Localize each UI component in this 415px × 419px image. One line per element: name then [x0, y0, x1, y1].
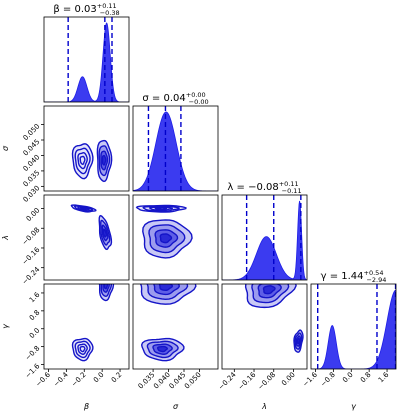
marginal-title-β: β = 0.03+0.11 −0.38: [53, 2, 119, 17]
panel-frame-1-1: [132, 105, 219, 192]
contour-3-0-0-3: [79, 345, 86, 353]
panel-3-1: [132, 283, 219, 370]
contour-1-0-0-2: [77, 152, 88, 170]
xtick-label-β-1: −0.4: [52, 370, 70, 388]
panel-content-1-0: [71, 139, 113, 183]
panel-frame-3-0: [43, 283, 130, 370]
xtick-label-γ-2: 0.0: [341, 371, 355, 385]
marginal-title-σ: σ = 0.04+0.00 −0.00: [142, 91, 208, 106]
panel-content-1-1: [133, 106, 218, 191]
marginal-hist-σ: [133, 111, 218, 191]
ytick-label-γ-3: 0.8: [28, 309, 42, 323]
xlabel-γ: γ: [351, 402, 357, 411]
contour-3-0-0-2: [77, 343, 88, 355]
xtick-label-β-2: −0.2: [70, 371, 88, 389]
marginal-hist-β: [44, 22, 129, 102]
contour-2-1-0-2: [148, 206, 174, 211]
xtick-label-λ-0: −0.24: [217, 370, 238, 391]
xtick-label-β-0: −0.6: [34, 370, 52, 388]
panel-1-0: [43, 105, 130, 192]
contour-3-1-1-3: [158, 284, 174, 292]
panel-frame-1-0: [43, 105, 130, 192]
contour-2-0-1-3: [102, 228, 108, 238]
marginal-hist-λ: [222, 200, 307, 280]
contour-1-0-1-3: [101, 154, 107, 166]
panel-frame-3-3: [310, 283, 397, 370]
contour-3-2-1-3: [262, 285, 276, 295]
panel-2-1: [132, 194, 219, 281]
contour-1-0-0-1: [74, 147, 91, 175]
ylabel-λ: λ: [1, 235, 10, 241]
panel-content-3-3: [311, 284, 396, 369]
xtick-label-β-4: 0.2: [110, 371, 124, 385]
contour-2-0-0-1: [73, 205, 94, 212]
panel-2-0: [43, 194, 130, 281]
panel-frame-2-1: [132, 194, 219, 281]
xtick-label-γ-0: −1.6: [301, 370, 319, 388]
panel-frame-2-0: [43, 194, 130, 281]
xtick-label-γ-3: 0.8: [359, 371, 373, 385]
xtick-label-β-3: 0.0: [92, 371, 106, 385]
ytick-label-γ-2: 0.0: [28, 326, 42, 340]
panel-content-2-0: [70, 204, 113, 251]
marginal-hist-γ: [311, 289, 396, 369]
marginal-title-γ: γ = 1.44+0.54 −2.94: [321, 269, 387, 284]
xlabel-β: β: [83, 402, 89, 411]
xtick-label-γ-4: 1.6: [377, 370, 391, 384]
panel-content-0-0: [44, 17, 129, 102]
panel-content-3-2: [244, 284, 304, 353]
contour-2-1-1-3: [159, 233, 173, 244]
marginal-title-λ: λ = −0.08+0.11 −0.11: [227, 180, 301, 195]
contour-2-1-0-1: [142, 205, 180, 212]
panel-content-3-0: [71, 284, 115, 362]
contour-2-0-0-2: [77, 206, 90, 211]
contour-2-0-0-3: [79, 207, 87, 211]
ytick-label-λ-2: −0.08: [21, 226, 42, 247]
panel-1-1: [132, 105, 219, 192]
xlabel-λ: λ: [261, 402, 267, 411]
xlabel-σ: σ: [173, 402, 179, 411]
xtick-label-λ-2: −0.08: [256, 371, 277, 392]
panel-content-2-2: [222, 195, 307, 280]
ytick-label-σ-4: 0.050: [22, 122, 42, 142]
panel-3-0: [43, 283, 130, 370]
xtick-label-γ-1: −0.8: [319, 371, 337, 389]
panel-0-0: [43, 16, 130, 103]
panel-content-2-1: [135, 204, 193, 259]
panel-3-3: [310, 283, 397, 370]
ylabel-γ: γ: [1, 323, 10, 329]
panel-frame-3-1: [132, 283, 219, 370]
contour-2-1-0-3: [154, 207, 168, 211]
ylabel-σ: σ: [1, 145, 10, 151]
ytick-label-λ-0: −0.24: [21, 265, 42, 286]
ytick-label-λ-1: −0.16: [21, 245, 42, 266]
contour-3-0-1-3: [103, 284, 109, 290]
ytick-label-λ-3: 0.00: [25, 206, 42, 223]
contour-1-0-0-3: [79, 155, 86, 166]
panel-frame-0-0: [43, 16, 130, 103]
xtick-label-λ-3: 0.00: [280, 371, 297, 388]
panel-2-2: [221, 194, 308, 281]
contour-3-0-0-1: [74, 340, 91, 359]
contour-3-2-0-3: [296, 337, 301, 345]
xtick-label-σ-3: 0.050: [183, 371, 203, 391]
contour-3-1-0-3: [156, 345, 168, 353]
panel-frame-3-2: [221, 283, 308, 370]
xtick-label-λ-1: −0.16: [237, 370, 258, 391]
panel-3-2: [221, 283, 308, 370]
panel-frame-2-2: [221, 194, 308, 281]
ytick-label-γ-4: 1.6: [28, 290, 42, 304]
panel-content-3-1: [139, 284, 197, 362]
ytick-label-γ-1: −0.8: [24, 344, 42, 362]
